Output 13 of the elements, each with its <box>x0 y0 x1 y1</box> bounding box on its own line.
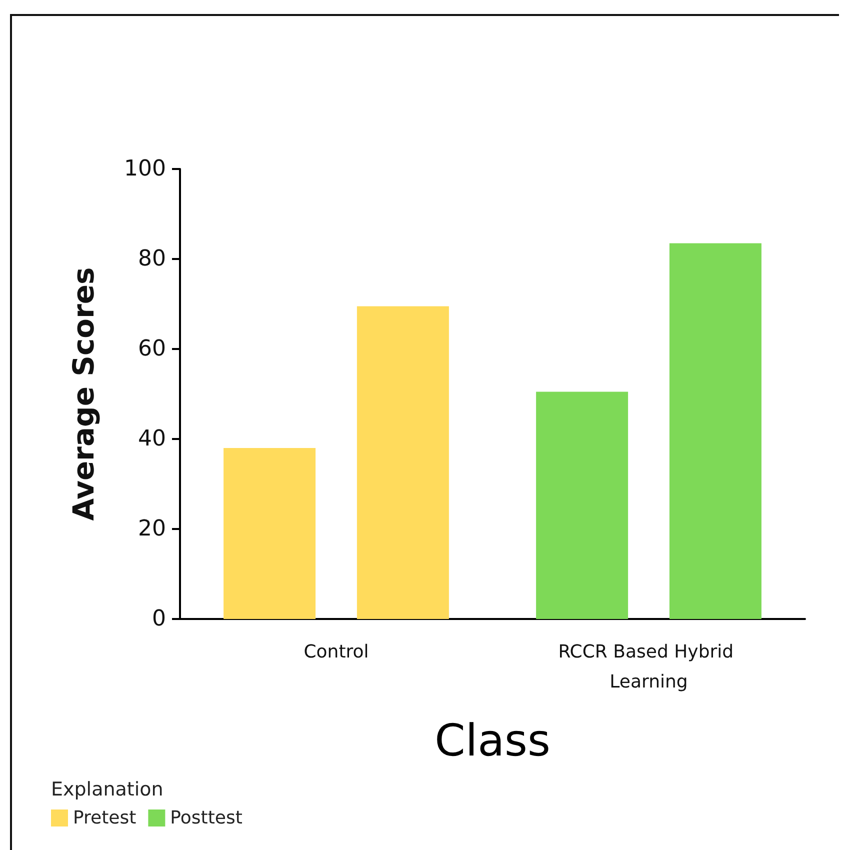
x-tick-label: RCCR Based Hybrid Learning <box>558 642 740 692</box>
x-axis-title: Class <box>434 716 550 766</box>
x-tick-label: Control <box>304 642 369 662</box>
y-axis-title: Average Scores <box>66 267 100 521</box>
y-tick-label: 60 <box>138 336 166 362</box>
legend-label: Pretest <box>73 808 136 828</box>
y-tick-label: 40 <box>138 426 166 452</box>
y-tick-label: 20 <box>138 516 166 542</box>
y-tick-label: 100 <box>124 156 166 182</box>
y-tick-label: 80 <box>138 246 166 272</box>
legend-title: Explanation <box>51 778 164 800</box>
y-tick-label: 0 <box>152 606 166 632</box>
legend-label: Posttest <box>170 808 242 828</box>
